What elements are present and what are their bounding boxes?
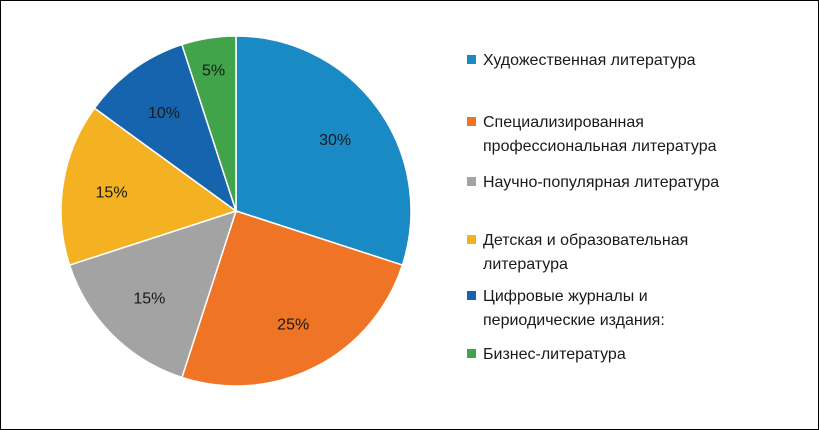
- slice-value-label: 5%: [202, 62, 225, 79]
- legend-label-line: Художественная литература: [483, 52, 696, 69]
- legend-swatch: [467, 117, 476, 126]
- slice-value-label: 10%: [148, 105, 180, 122]
- legend-label-line: Бизнес-литература: [483, 346, 626, 363]
- slice-value-label: 30%: [319, 132, 351, 149]
- slice-value-label: 15%: [133, 291, 165, 308]
- slice-professional: [180, 210, 404, 387]
- slice-business: [180, 35, 237, 212]
- legend-swatch: [467, 177, 476, 186]
- slice-value-label: 25%: [277, 316, 309, 333]
- legend: Художественная литература Специализирова…: [467, 1, 807, 429]
- legend-swatch: [467, 349, 476, 358]
- legend-label: Специализированная профессиональная лите…: [483, 111, 803, 159]
- legend-swatch: [467, 235, 476, 244]
- legend-label-line: профессиональная литература: [483, 138, 717, 155]
- slice-popular-science: [68, 209, 238, 379]
- legend-label: Бизнес-литература: [483, 343, 803, 367]
- slice-value-label: 15%: [96, 184, 128, 201]
- slice-children: [60, 107, 238, 267]
- legend-label: Детская и образовательная литература: [483, 229, 803, 277]
- legend-label: Художественная литература: [483, 49, 803, 73]
- legend-label-line: Научно-популярная литература: [483, 174, 720, 191]
- pie-chart: 30% 25% 15% 15% 10% 5%: [60, 35, 412, 387]
- legend-label: Цифровые журналы и периодические издания…: [483, 285, 803, 333]
- legend-label-line: Цифровые журналы и: [483, 288, 648, 305]
- slice-fiction: [235, 35, 412, 267]
- legend-label-line: Специализированная: [483, 114, 644, 131]
- legend-label-line: литература: [483, 256, 568, 273]
- slice-digital-periodicals: [93, 43, 238, 213]
- legend-swatch: [467, 291, 476, 300]
- legend-label-line: Детская и образовательная: [483, 232, 689, 249]
- legend-swatch: [467, 55, 476, 64]
- legend-label: Научно-популярная литература: [483, 171, 803, 195]
- legend-label-line: периодические издания:: [483, 312, 665, 329]
